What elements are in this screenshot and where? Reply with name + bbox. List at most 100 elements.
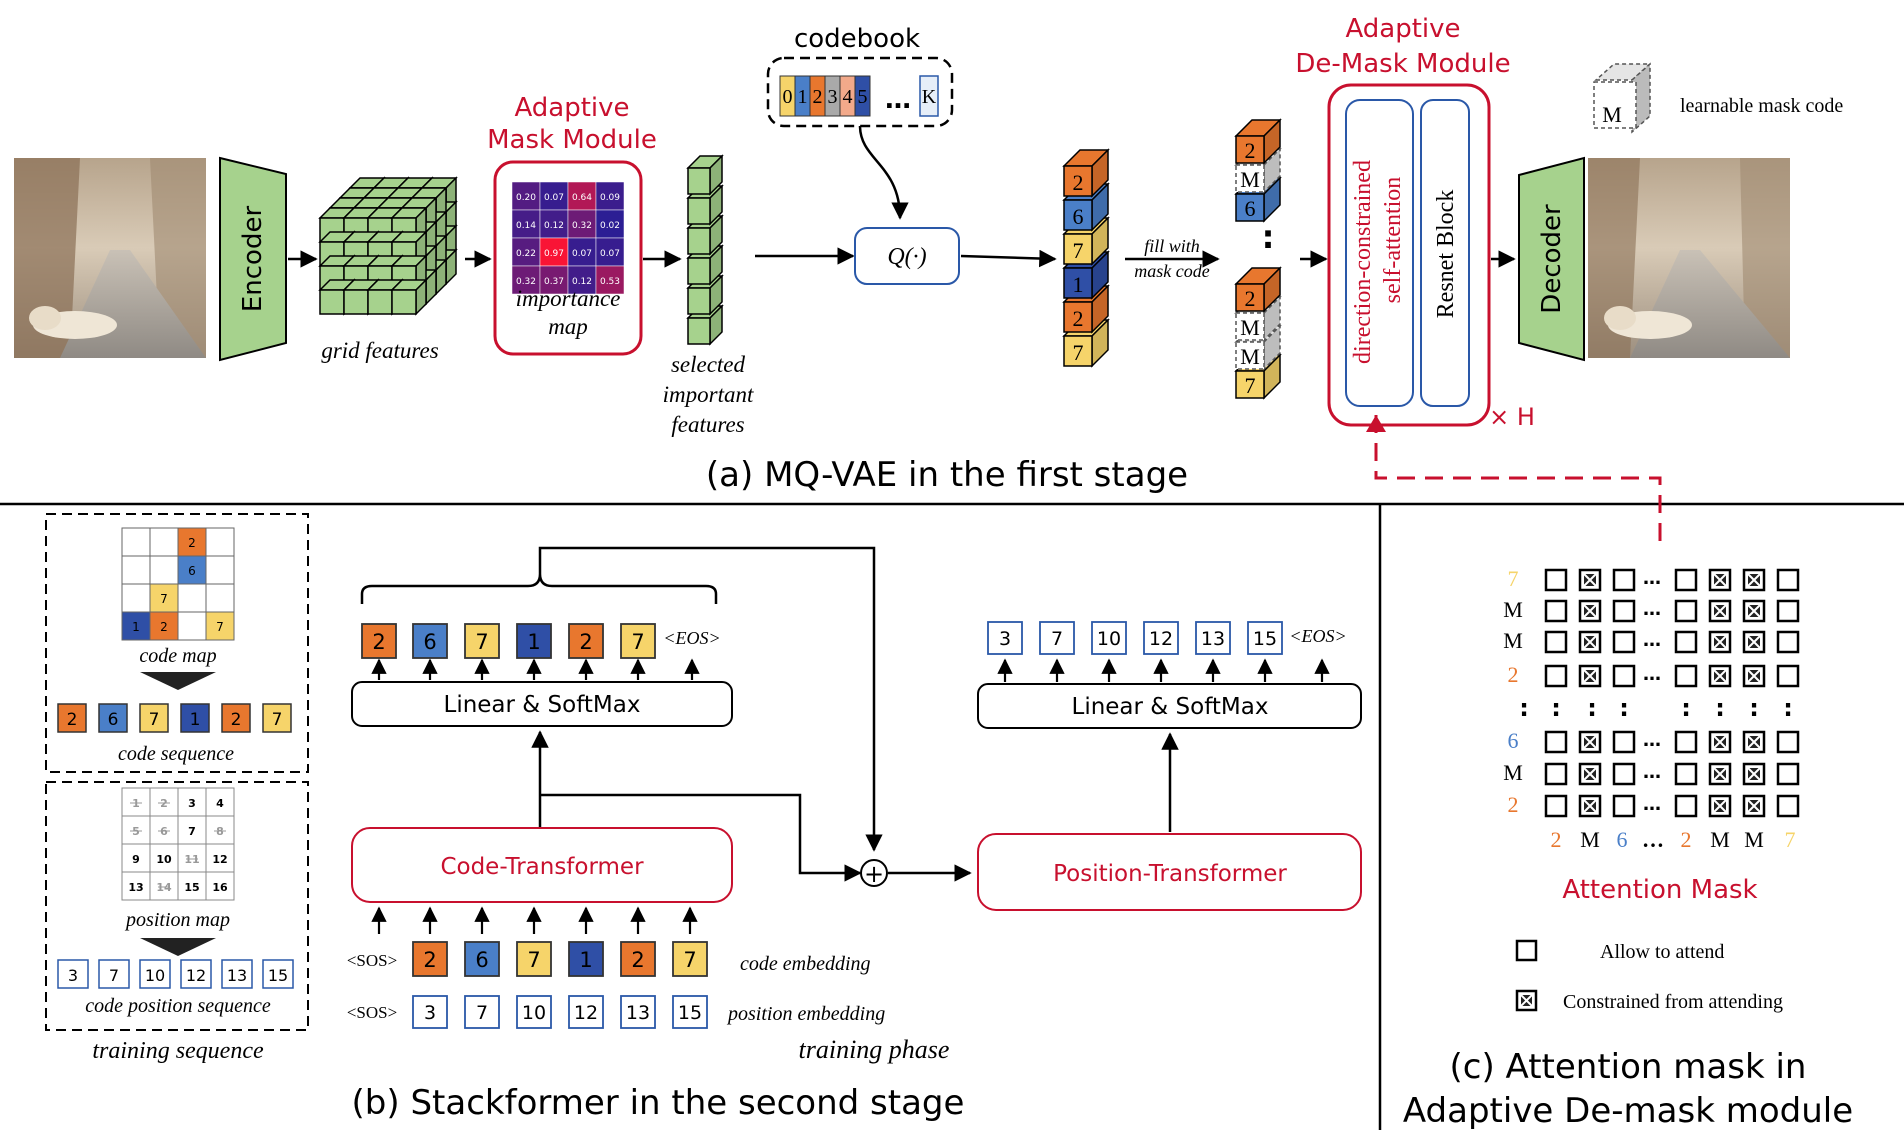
mask-col-label: 2 [1551,827,1562,852]
mask-col-dots: : [1749,694,1759,722]
code-map-cell [205,583,235,613]
importance-value: 0.07 [600,249,620,259]
mask-cell-allowed [1612,664,1636,688]
mask-code-legend-symbol: M [1602,102,1622,127]
token-label: 1 [1073,272,1084,297]
position-map-cell [121,787,151,817]
code-sequence-label-text: 1 [190,710,201,730]
output-position-cell [1039,621,1075,655]
fill-label-1: fill with [1144,236,1200,256]
mask-code-legend-label: learnable mask code [1680,95,1843,117]
importance-cell [511,181,541,211]
token-cube [1234,266,1282,313]
mask-cell-allowed [1776,762,1800,786]
input-code-row: 2 6 7 1 2 7 [412,941,708,977]
mask-cell-cross [1712,734,1728,750]
position-transformer-box [977,833,1362,911]
output-code-cell [516,623,552,659]
dc-attention-label-1: direction-constrained [1350,160,1376,364]
mask-col-dots: : [1715,694,1725,722]
position-map-cell-label: 4 [216,797,224,810]
output-position-arrows [997,658,1330,682]
quantizer-label: Q(·) [887,244,926,270]
mask-row-dots: … [1643,664,1661,685]
token-label: M [1240,167,1260,192]
importance-cell [539,265,569,295]
input-position-cell-label: 7 [476,1002,488,1024]
input-code-cell-label: 7 [683,948,696,972]
output-code-cell-label: 6 [423,630,436,654]
code-map-cell-label: 1 [132,620,140,634]
mask-cell-cross [1712,572,1728,588]
code-sequence-label-text: 6 [108,710,119,730]
arrow-brace-plus [538,546,883,852]
position-sequence-label-text: 13 [227,966,247,985]
importance-value: 0.07 [544,193,564,203]
mask-col-dots: : [1783,694,1793,722]
resnet-box [1420,99,1470,407]
mask-cell-allowed [1776,630,1800,654]
decoder-label: Decoder [1537,204,1567,314]
plus-node [860,859,888,887]
selected-label-2: important [663,382,754,407]
mask-cell-cross [1746,634,1762,650]
code-map-cell-label: 7 [216,620,224,634]
importance-label-2: map [548,314,588,339]
mask-cell-cross [1712,766,1728,782]
output-position-cell [1091,621,1127,655]
position-map-cell [205,815,235,845]
codebook-cell-label: 5 [858,86,868,108]
output-code-cell [361,623,397,659]
importance-cell [511,265,541,295]
mask-row-label: 2 [1508,792,1519,817]
importance-value: 0.20 [516,193,536,203]
fill-label-2: mask code [1134,261,1209,281]
importance-cell [595,181,625,211]
code-embedding-label: code embedding [740,953,871,975]
mask-row-dots: … [1643,599,1661,620]
mask-row-label: M [1503,597,1523,622]
token-label: 6 [1073,204,1084,229]
position-map-cell-label: 13 [128,881,143,894]
decoder-block: Decoder [1518,156,1585,362]
position-map-grid: 12345678910111213141516 [121,787,235,901]
code-map-grid: 2 6 7 1 2 7 [121,527,235,641]
arrow-codebook-quantizer [858,125,909,220]
code-transformer-label: Code-Transformer [440,854,644,880]
arrow-quantizer-tokens [960,249,1057,268]
mask-cell-cross [1582,766,1598,782]
training-phase-label: training phase [799,1035,950,1064]
position-map-cell-label: 9 [132,853,140,866]
input-code-cell-label: 6 [475,948,488,972]
code-map-cell [177,611,207,641]
importance-value: 0.97 [544,249,564,259]
mask-cell-allowed [1612,599,1636,623]
arrow-code-transformer-plus [540,793,862,882]
dc-attention-label-2: self-attention [1380,177,1406,304]
output-code-arrows [371,658,700,680]
code-map-cell [205,611,235,641]
mask-row-label: 6 [1508,728,1519,753]
importance-value: 0.07 [572,249,592,259]
mask-col-label: … [1642,827,1664,852]
position-sequence-cell [98,959,130,989]
mask-col-dots: : [1519,694,1529,722]
masked-stack-dots: : [1262,218,1275,256]
grid-feature-cell [390,278,428,316]
output-code-row: 2 6 7 1 2 7 [361,623,656,659]
mask-cell-cross [1746,766,1762,782]
mask-cell-cross [1582,603,1598,619]
input-code-cell-label: 2 [631,948,644,972]
code-sequence-label-text: 2 [67,710,78,730]
position-sequence-label-text: 3 [68,966,78,985]
output-position-row: 3 7 10 12 13 15 [987,621,1283,655]
input-position-cell-label: 3 [424,1002,436,1024]
position-map-cell-label: 12 [212,853,227,866]
importance-label-1: importance [516,286,621,311]
code-map-cell [205,527,235,557]
output-image [1588,158,1790,358]
mask-cell-allowed [1776,568,1800,592]
mask-col-dots: : [1681,694,1691,722]
